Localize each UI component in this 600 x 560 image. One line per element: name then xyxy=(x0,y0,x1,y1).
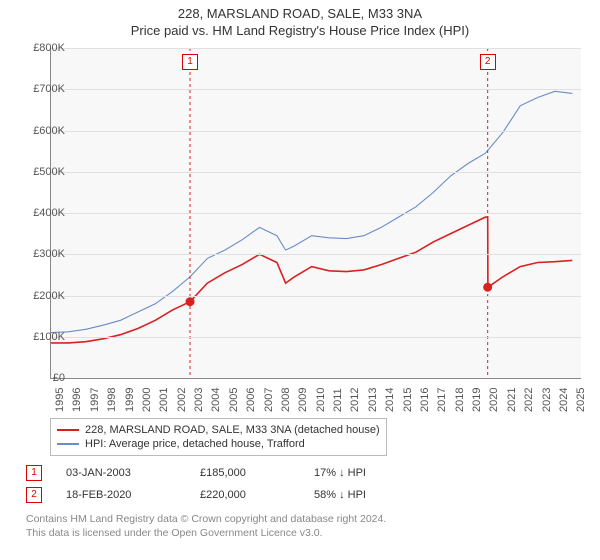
x-axis-label: 2016 xyxy=(419,388,431,412)
legend-swatch xyxy=(57,429,79,431)
x-axis-label: 2014 xyxy=(384,388,396,412)
x-axis-label: 2003 xyxy=(193,388,205,412)
y-axis-label: £200K xyxy=(20,290,65,302)
event-hpi: 17% ↓ HPI xyxy=(314,467,414,479)
x-axis-label: 2021 xyxy=(506,388,518,412)
legend-swatch xyxy=(57,443,79,445)
event-row: 2 18-FEB-2020 £220,000 58% ↓ HPI xyxy=(26,484,414,506)
gridline xyxy=(51,131,581,132)
x-axis-label: 1999 xyxy=(124,388,136,412)
event-date: 03-JAN-2003 xyxy=(66,467,176,479)
y-axis-label: £500K xyxy=(20,166,65,178)
x-axis-label: 2015 xyxy=(402,388,414,412)
footer-line: Contains HM Land Registry data © Crown c… xyxy=(26,512,580,526)
gridline xyxy=(51,337,581,338)
events-table: 1 03-JAN-2003 £185,000 17% ↓ HPI 2 18-FEB-202… xyxy=(26,462,414,506)
gridline xyxy=(51,89,581,90)
x-axis-label: 2001 xyxy=(158,388,170,412)
x-axis-label: 2012 xyxy=(349,388,361,412)
event-marker-box: 2 xyxy=(26,487,42,503)
x-axis-label: 1995 xyxy=(54,388,66,412)
x-axis-label: 2023 xyxy=(541,388,553,412)
event-price: £220,000 xyxy=(200,489,290,501)
x-axis-label: 2017 xyxy=(436,388,448,412)
x-axis-label: 2022 xyxy=(523,388,535,412)
event-date: 18-FEB-2020 xyxy=(66,489,176,501)
x-axis-label: 2019 xyxy=(471,388,483,412)
x-axis-label: 2025 xyxy=(575,388,587,412)
legend-label: HPI: Average price, detached house, Traf… xyxy=(85,438,305,450)
legend-row: 228, MARSLAND ROAD, SALE, M33 3NA (detac… xyxy=(57,423,380,437)
x-axis-label: 1998 xyxy=(106,388,118,412)
page-title: 228, MARSLAND ROAD, SALE, M33 3NA xyxy=(0,0,600,21)
gridline xyxy=(51,213,581,214)
x-axis-label: 2002 xyxy=(176,388,188,412)
gridline xyxy=(51,172,581,173)
event-price: £185,000 xyxy=(200,467,290,479)
x-axis-label: 2000 xyxy=(141,388,153,412)
x-axis-label: 2008 xyxy=(280,388,292,412)
marker-dot xyxy=(483,283,492,292)
gridline xyxy=(51,296,581,297)
marker-label-box: 1 xyxy=(182,54,198,70)
x-axis-label: 2011 xyxy=(332,388,344,412)
x-axis-label: 1997 xyxy=(89,388,101,412)
x-axis-label: 2005 xyxy=(228,388,240,412)
y-axis-label: £400K xyxy=(20,207,65,219)
page-subtitle: Price paid vs. HM Land Registry's House … xyxy=(0,21,600,42)
footer-line: This data is licensed under the Open Gov… xyxy=(26,526,580,540)
event-row: 1 03-JAN-2003 £185,000 17% ↓ HPI xyxy=(26,462,414,484)
x-axis-label: 2009 xyxy=(297,388,309,412)
x-axis-label: 1996 xyxy=(71,388,83,412)
x-axis-label: 2013 xyxy=(367,388,379,412)
legend-label: 228, MARSLAND ROAD, SALE, M33 3NA (detac… xyxy=(85,424,380,436)
y-axis-label: £700K xyxy=(20,83,65,95)
x-axis-label: 2020 xyxy=(488,388,500,412)
legend-row: HPI: Average price, detached house, Traf… xyxy=(57,437,380,451)
event-marker-box: 1 xyxy=(26,465,42,481)
x-axis-label: 2007 xyxy=(263,388,275,412)
y-axis-label: £300K xyxy=(20,248,65,260)
x-axis-label: 2006 xyxy=(245,388,257,412)
footer-attribution: Contains HM Land Registry data © Crown c… xyxy=(26,512,580,540)
x-axis-label: 2018 xyxy=(454,388,466,412)
marker-dot xyxy=(186,297,195,306)
x-axis-label: 2024 xyxy=(558,388,570,412)
y-axis-label: £800K xyxy=(20,42,65,54)
gridline xyxy=(51,48,581,49)
x-axis-label: 2010 xyxy=(315,388,327,412)
chart-plot-area: 12 xyxy=(50,48,581,379)
y-axis-label: £100K xyxy=(20,331,65,343)
gridline xyxy=(51,254,581,255)
x-axis-label: 2004 xyxy=(210,388,222,412)
marker-label-box: 2 xyxy=(480,54,496,70)
y-axis-label: £0 xyxy=(20,372,65,384)
event-hpi: 58% ↓ HPI xyxy=(314,489,414,501)
legend-box: 228, MARSLAND ROAD, SALE, M33 3NA (detac… xyxy=(50,418,387,456)
y-axis-label: £600K xyxy=(20,125,65,137)
